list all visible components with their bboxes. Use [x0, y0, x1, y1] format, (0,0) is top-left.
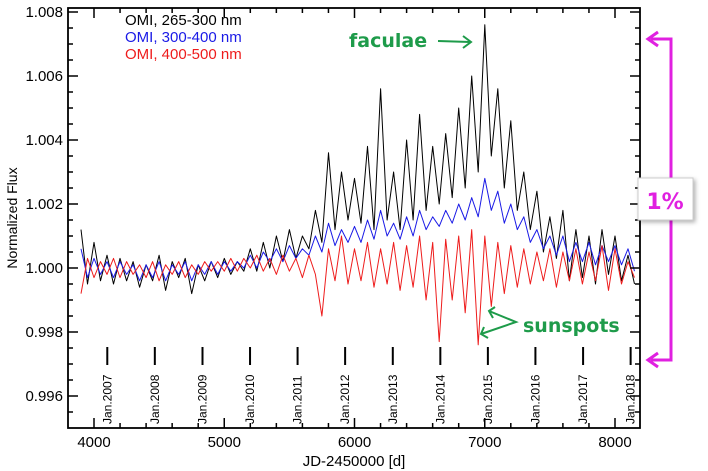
x-axis-label: JD-2450000 [d] — [303, 453, 406, 470]
x-tick-label: 6000 — [338, 434, 371, 451]
year-marker-label: Jan.2018 — [624, 374, 638, 424]
x-tick-label: 4000 — [77, 434, 110, 451]
faculae-label: faculae — [349, 30, 427, 52]
faculae-arrow — [437, 40, 471, 43]
y-tick-label: 1.000 — [25, 260, 63, 277]
range-label: 1% — [646, 190, 683, 215]
one-percent-range-bracket: 1% — [637, 30, 694, 369]
legend-entry-300-400: OMI, 300-400 nm — [125, 29, 242, 46]
legend-entry-400-500: OMI, 400-500 nm — [125, 46, 242, 63]
y-tick-label: 0.996 — [25, 388, 63, 405]
sunspot-arrowhead-lower — [479, 326, 489, 339]
sunspots-annotation: sunspots — [479, 306, 620, 339]
legend-entry-265-300: OMI, 265-300 nm — [125, 12, 242, 29]
faculae-annotation: faculae — [349, 30, 473, 52]
y-axis-label: Normalized Flux — [4, 167, 20, 268]
year-marker-label: Jan.2010 — [243, 374, 257, 424]
year-marker-label: Jan.2015 — [481, 374, 495, 424]
year-marker-label: Jan.2012 — [338, 374, 352, 424]
x-tick-label: 5000 — [208, 434, 241, 451]
y-tick-label: 1.008 — [25, 4, 63, 21]
range-label-box — [637, 177, 694, 221]
y-tick-label: 0.998 — [25, 324, 63, 341]
series-line-1 — [80, 177, 635, 282]
year-marker-label: Jan.2017 — [576, 374, 590, 424]
year-marker-label: Jan.2007 — [100, 374, 114, 424]
x-tick-label: 7000 — [468, 434, 501, 451]
x-tick-label: 8000 — [598, 434, 631, 451]
year-markers: Jan.2007 Jan.2008 Jan.2009 Jan.2010 Jan.2011… — [100, 347, 638, 424]
sunspots-arrows — [480, 310, 519, 335]
series-line-2 — [80, 229, 635, 346]
year-marker-label: Jan.2013 — [386, 374, 400, 424]
y-tick-label: 1.002 — [25, 196, 63, 213]
series-line-0 — [80, 24, 635, 295]
sunspot-arrowhead-upper — [487, 306, 496, 319]
y-tick-label: 1.006 — [25, 68, 63, 85]
bracket-arrowhead-top — [645, 30, 659, 48]
plot-frame — [67, 7, 641, 429]
legend: OMI, 265-300 nm OMI, 300-400 nm OMI, 400… — [125, 12, 242, 63]
y-tick-label: 1.004 — [25, 132, 63, 149]
axes: 4000 5000 6000 7000 8000 0.996 0.998 1.000 1.002… — [25, 4, 640, 451]
series-layer — [80, 24, 635, 346]
year-marker-label: Jan.2009 — [195, 374, 209, 424]
year-marker-label: Jan.2014 — [433, 374, 447, 424]
year-marker-label: Jan.2016 — [528, 374, 542, 424]
year-marker-label: Jan.2011 — [291, 375, 305, 424]
faculae-arrowhead — [462, 35, 473, 49]
year-marker-label: Jan.2008 — [148, 374, 162, 424]
sunspots-label: sunspots — [523, 315, 620, 337]
bracket-arrowhead-bottom — [645, 351, 659, 369]
